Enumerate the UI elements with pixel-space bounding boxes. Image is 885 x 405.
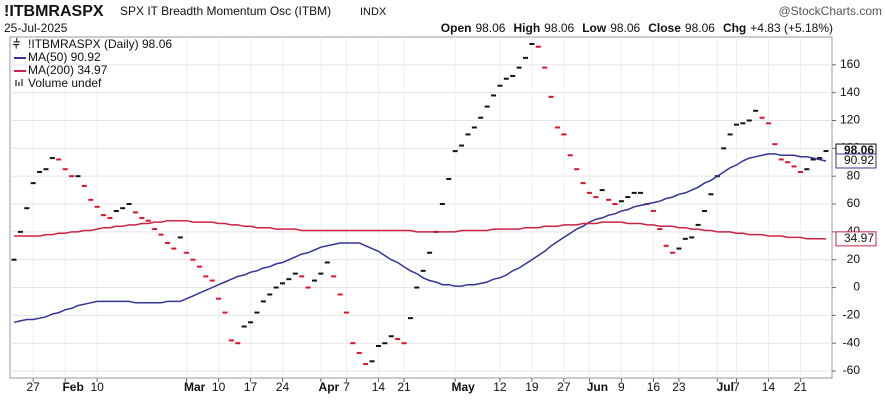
- x-tick-label: 21: [794, 380, 808, 394]
- ma-line: [14, 219, 827, 240]
- stat-value: 98.06: [544, 21, 574, 35]
- legend-volume-icon: [21, 79, 23, 86]
- x-tick-label: May: [451, 380, 475, 394]
- stat-value: 98.06: [610, 21, 640, 35]
- stat-value: 98.06: [685, 21, 715, 35]
- y-tick-label: 0: [853, 280, 860, 294]
- last-value-box: [835, 153, 877, 169]
- brand: @StockCharts.com: [778, 4, 882, 18]
- y-tick-label: -20: [843, 308, 861, 322]
- last-value-label: 90.92: [844, 153, 874, 167]
- last-value-label: 34.97: [844, 231, 874, 245]
- x-tick-label: 27: [557, 380, 571, 394]
- x-tick-label: 24: [276, 380, 290, 394]
- axes: -60-40-2002040608010012014016027Feb10Mar…: [27, 57, 877, 394]
- y-tick-label: 140: [840, 85, 860, 99]
- stat-label: Low: [582, 21, 607, 35]
- x-tick-label: Jun: [587, 380, 608, 394]
- stat-label: Close: [648, 21, 681, 35]
- x-tick-label: Feb: [62, 380, 83, 394]
- plot-frame: [9, 36, 833, 379]
- x-tick-label: 9: [618, 380, 625, 394]
- y-tick-label: 120: [840, 113, 860, 127]
- x-tick-label: 12: [493, 380, 507, 394]
- legend-icon: ⫩: [13, 37, 20, 51]
- ma-line: [13, 153, 827, 324]
- legend-label: MA(50) 90.92: [28, 50, 101, 64]
- y-tick-label: -40: [843, 335, 861, 349]
- x-tick-label: 21: [397, 380, 411, 394]
- date: 25-Jul-2025: [4, 21, 68, 35]
- x-tick-label: 23: [672, 380, 686, 394]
- x-tick-label: Jul: [717, 380, 734, 394]
- stat-label: Open: [441, 21, 472, 35]
- symbol: !ITBMRASPX: [4, 3, 104, 20]
- x-tick-label: 7: [343, 380, 350, 394]
- legend-label: Volume undef: [28, 76, 102, 90]
- x-tick-label: 10: [212, 380, 226, 394]
- stat-label: Chg: [723, 21, 746, 35]
- legend-volume-icon: [15, 80, 17, 86]
- x-tick-label: 16: [647, 380, 661, 394]
- y-tick-label: -60: [843, 363, 861, 377]
- exchange: INDX: [360, 6, 387, 18]
- x-tick-label: 14: [762, 380, 776, 394]
- x-tick-label: 10: [90, 380, 104, 394]
- x-tick-label: Apr: [319, 380, 340, 394]
- x-tick-label: Mar: [184, 380, 206, 394]
- grid: [10, 37, 832, 378]
- x-tick-label: 17: [244, 380, 258, 394]
- y-tick-label: 80: [847, 168, 861, 182]
- y-tick-label: 20: [847, 252, 861, 266]
- stat-value: +4.83 (+5.18%): [750, 21, 833, 35]
- y-tick-label: 60: [847, 196, 861, 210]
- legend-label: MA(200) 34.97: [28, 63, 108, 77]
- stats: +4.83 (+5.18%)Chg98.06Close98.06Low98.06…: [441, 21, 833, 35]
- index-name: SPX IT Breadth Momentum Osc (ITBM): [120, 4, 331, 18]
- last-value-box: [835, 231, 877, 247]
- marks: [11, 42, 829, 366]
- x-tick-label: 14: [372, 380, 386, 394]
- x-tick-label: 7: [733, 380, 740, 394]
- stat-label: High: [513, 21, 540, 35]
- x-tick-label: 19: [525, 380, 539, 394]
- x-tick-label: 27: [27, 380, 41, 394]
- y-tick-label: 160: [840, 57, 860, 71]
- stat-value: 98.06: [475, 21, 505, 35]
- legend-volume-icon: [18, 82, 20, 86]
- legend-label: !ITBMRASPX (Daily) 98.06: [28, 37, 172, 51]
